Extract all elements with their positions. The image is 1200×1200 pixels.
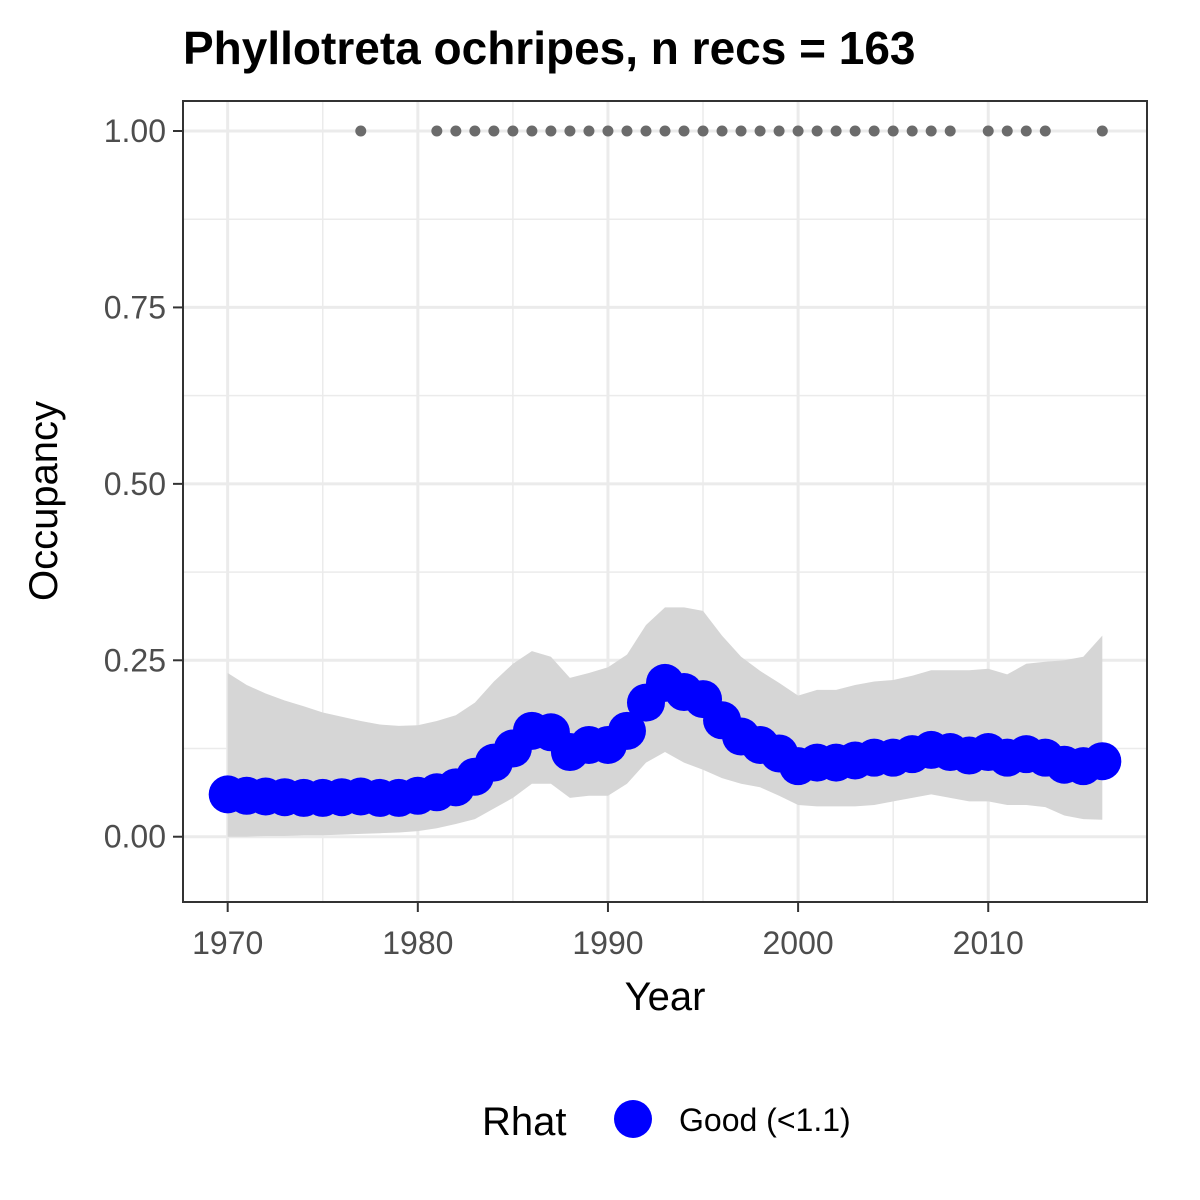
record-point — [887, 125, 899, 137]
legend-title: Rhat — [482, 1100, 567, 1144]
x-tick-label: 2010 — [953, 925, 1024, 961]
record-point — [811, 125, 823, 137]
occupancy-point — [1083, 742, 1122, 781]
record-point — [1001, 125, 1013, 137]
occupancy-series — [208, 663, 1122, 817]
record-point — [849, 125, 861, 137]
record-point — [906, 125, 918, 137]
record-point — [659, 125, 671, 137]
occupancy-point — [607, 711, 646, 750]
y-tick-label: 0.00 — [104, 819, 166, 855]
record-point — [469, 125, 481, 137]
y-tick-label: 0.75 — [104, 289, 166, 325]
record-point — [526, 125, 538, 137]
record-point — [868, 125, 880, 137]
record-point — [507, 125, 519, 137]
record-point — [1020, 125, 1032, 137]
record-point — [355, 125, 367, 137]
legend-label-good: Good (<1.1) — [679, 1102, 851, 1138]
y-tick-label: 0.50 — [104, 466, 166, 502]
record-point — [716, 125, 728, 137]
record-point — [678, 125, 690, 137]
y-tick-label: 1.00 — [104, 113, 166, 149]
x-tick-label: 1970 — [192, 925, 263, 961]
record-point — [450, 125, 462, 137]
x-tick-label: 1990 — [572, 925, 643, 961]
chart-title: Phyllotreta ochripes, n recs = 163 — [183, 22, 916, 74]
record-points — [355, 125, 1108, 137]
record-point — [925, 125, 937, 137]
legend: Rhat Good (<1.1) — [482, 1100, 851, 1144]
x-axis-label: Year — [625, 975, 706, 1019]
record-point — [944, 125, 956, 137]
record-point — [697, 125, 709, 137]
record-point — [792, 125, 804, 137]
record-point — [488, 125, 500, 137]
record-point — [640, 125, 652, 137]
y-axis-label: Occupancy — [22, 401, 66, 601]
record-point — [431, 125, 443, 137]
y-axis: 0.00 0.25 0.50 0.75 1.00 — [104, 113, 183, 855]
record-point — [754, 125, 766, 137]
record-point — [583, 125, 595, 137]
record-point — [1096, 125, 1108, 137]
x-tick-label: 2000 — [763, 925, 834, 961]
record-point — [564, 125, 576, 137]
x-tick-label: 1980 — [382, 925, 453, 961]
record-point — [602, 125, 614, 137]
record-point — [830, 125, 842, 137]
record-point — [982, 125, 994, 137]
record-point — [1039, 125, 1051, 137]
record-point — [735, 125, 747, 137]
legend-key-good — [614, 1100, 652, 1138]
record-point — [545, 125, 557, 137]
x-axis: 1970 1980 1990 2000 2010 — [192, 902, 1024, 961]
record-point — [621, 125, 633, 137]
y-tick-label: 0.25 — [104, 642, 166, 678]
panel-border — [182, 100, 1148, 903]
record-point — [773, 125, 785, 137]
